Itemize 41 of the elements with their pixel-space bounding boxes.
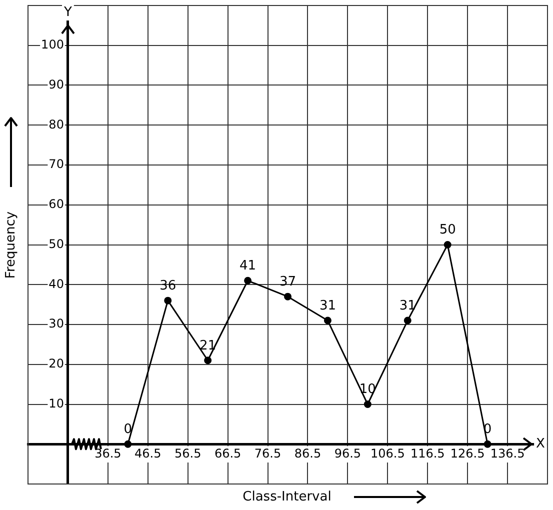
annotation: X [536,436,546,452]
x-tick-label: 66.5 [214,446,242,460]
x-tick-label: 86.5 [294,446,322,460]
point [284,292,292,300]
y-tick-label: 100 [41,38,64,52]
data-label: 50 [439,222,456,238]
x-tick-label: 76.5 [254,446,282,460]
x-tick-label: 126.5 [450,446,485,460]
data-label: 31 [399,298,416,314]
x-tick-label: 46.5 [134,446,162,460]
x-tick-label: 56.5 [174,446,202,460]
y-tick-label: 20 [48,356,64,370]
point [404,316,412,324]
y-tick-label: 50 [48,236,64,251]
y-tick-label: 90 [48,77,64,92]
x-axis-title: Class-Interval [242,489,332,504]
y-tick-label: 60 [48,197,64,211]
data-label: 21 [200,338,216,354]
y-tick-label: 10 [48,396,64,410]
point [444,241,452,248]
point [124,440,132,448]
x-tick-label: 96.5 [334,446,362,460]
annotation: Y [62,4,72,20]
data-label: 31 [319,298,336,314]
point [484,440,492,448]
data-label: 0 [124,422,132,437]
y-tick-label: 70 [48,157,64,172]
y-tick-label: 30 [48,316,64,331]
data-label: 41 [240,258,256,274]
y-tick-label: 40 [48,276,64,291]
x-tick-label: 36.5 [94,446,122,460]
point [164,296,172,304]
x-tick-label: 116.5 [410,446,445,460]
point [244,276,252,284]
point [204,356,212,364]
y-axis-title: Frequency [3,211,18,279]
point [324,316,332,324]
x-tick-label: 106.5 [370,446,405,460]
point [364,400,372,408]
y-tick-label: 80 [48,117,64,132]
x-tick-label: 136.5 [490,446,525,460]
